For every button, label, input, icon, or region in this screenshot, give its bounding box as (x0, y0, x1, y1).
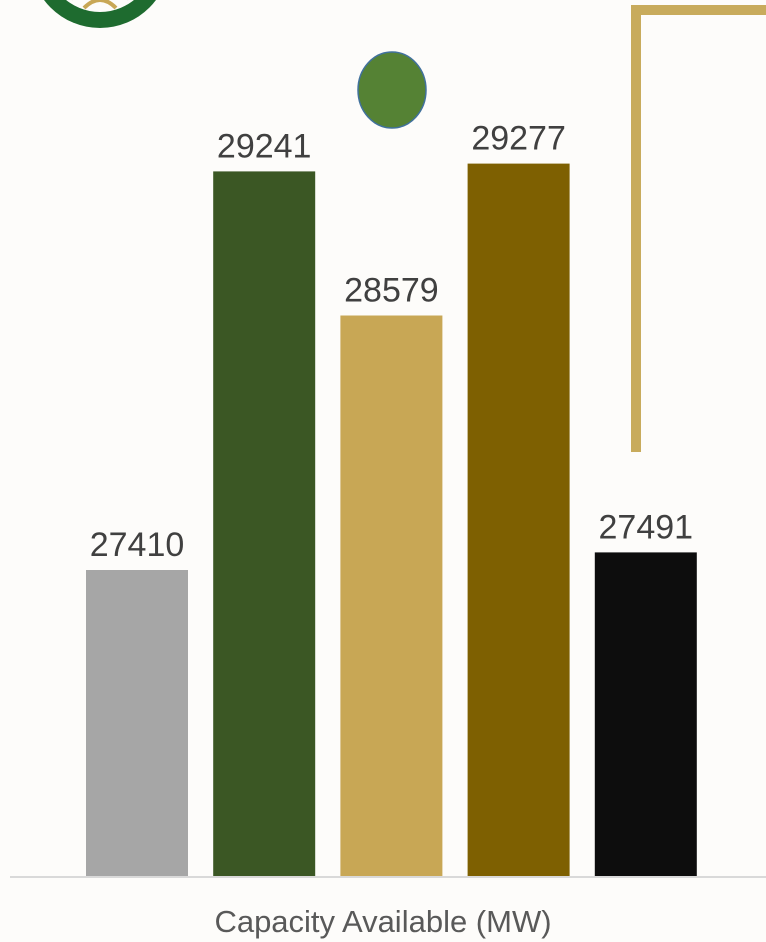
data-label-5: 27491 (599, 508, 694, 546)
data-label-4: 29277 (471, 120, 566, 158)
data-label-1: 27410 (90, 526, 185, 564)
bar-3 (340, 316, 442, 878)
logo-seal-icon (30, 0, 170, 28)
decorative-frame-line (636, 10, 766, 452)
data-label-2: 29241 (217, 127, 312, 165)
decorative-dot-icon (358, 52, 426, 128)
bar-2 (213, 171, 315, 877)
x-axis-title: Capacity Available (MW) (214, 904, 551, 939)
data-label-3: 28579 (344, 272, 439, 310)
bar-5 (595, 552, 697, 877)
bar-4 (468, 164, 570, 877)
bar-1 (86, 570, 188, 877)
